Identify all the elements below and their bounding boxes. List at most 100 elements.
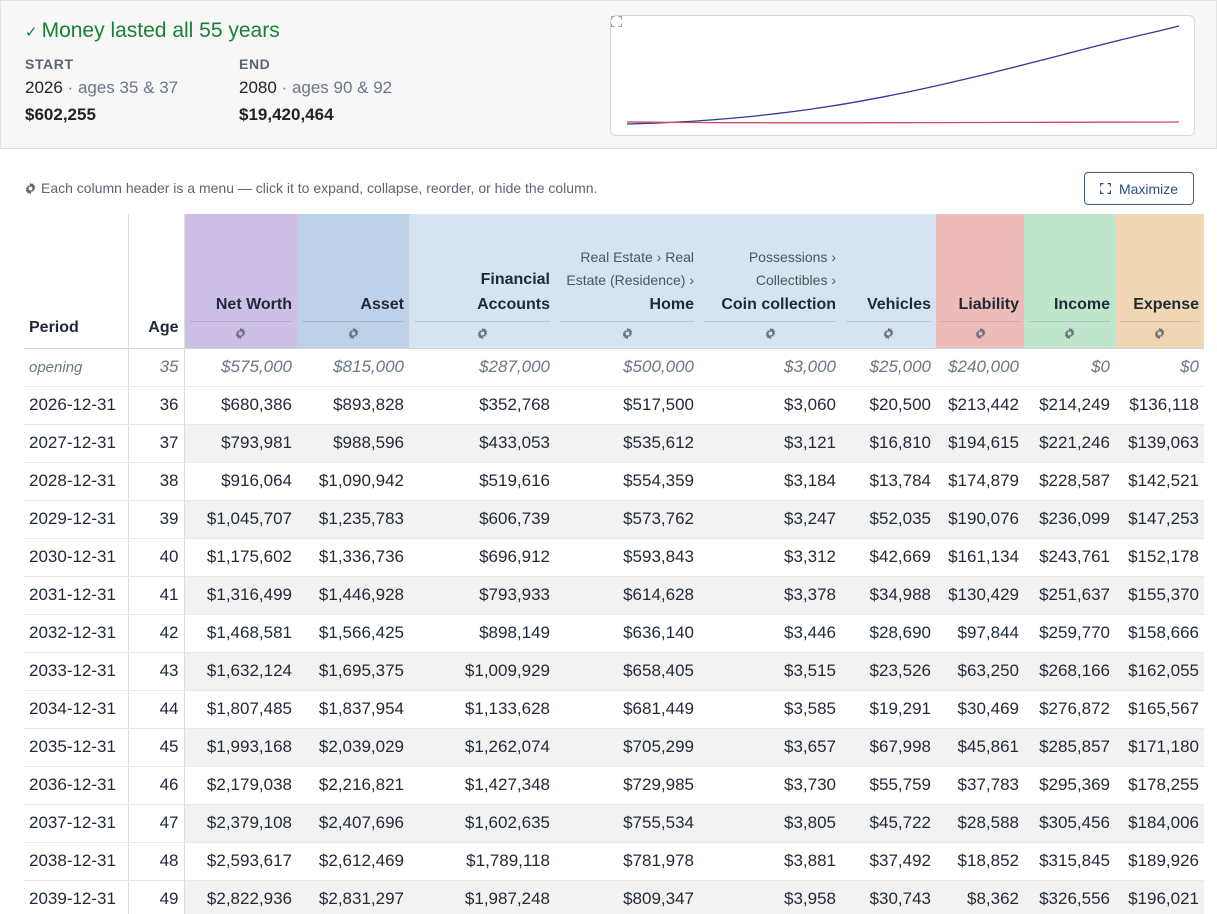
- gear-icon[interactable]: [1063, 327, 1076, 340]
- cell-income: $305,456: [1024, 804, 1115, 843]
- cell-period: 2026-12-31: [24, 386, 129, 425]
- column-header-home[interactable]: Real Estate › Real Estate (Residence) › H…: [555, 214, 699, 348]
- cell-vehicles: $34,988: [841, 576, 936, 615]
- cell-coin-collection: $3,657: [699, 728, 841, 767]
- cell-net-worth: $680,386: [184, 386, 297, 425]
- cell-coin-collection: $3,958: [699, 880, 841, 914]
- cell-period: 2028-12-31: [24, 462, 129, 501]
- maximize-button[interactable]: Maximize: [1084, 172, 1194, 205]
- table-row: 2027-12-31 37 $793,981 $988,596 $433,053 $535…: [24, 424, 1204, 463]
- cell-liability: $213,442: [936, 386, 1024, 425]
- cell-liability: $18,852: [936, 842, 1024, 881]
- end-value: $19,420,464: [239, 105, 334, 124]
- cell-home: $593,843: [555, 538, 699, 577]
- gear-icon[interactable]: [764, 327, 777, 340]
- cell-asset: $1,336,736: [297, 538, 409, 577]
- cell-home: $517,500: [555, 386, 699, 425]
- cell-asset: $1,566,425: [297, 614, 409, 653]
- cell-period: 2030-12-31: [24, 538, 129, 577]
- home-column-path: Real Estate › Real Estate (Residence) ›: [566, 248, 694, 288]
- cell-expense: $136,118: [1115, 386, 1204, 425]
- cell-asset: $815,000: [297, 347, 409, 387]
- table-row: 2030-12-31 40 $1,175,602 $1,336,736 $696,912…: [24, 538, 1204, 577]
- end-year-line: 2080 · ages 90 & 92: [239, 78, 393, 97]
- gear-icon[interactable]: [1153, 327, 1166, 340]
- cell-financial-accounts: $287,000: [409, 347, 555, 387]
- cell-net-worth: $1,175,602: [184, 538, 297, 577]
- sparkline-net-worth-line: [626, 25, 1180, 125]
- cell-net-worth: $2,379,108: [184, 804, 297, 843]
- expand-icon[interactable]: [611, 16, 622, 27]
- table-row: 2036-12-31 46 $2,179,038 $2,216,821 $1,427,3…: [24, 766, 1204, 805]
- cell-vehicles: $45,722: [841, 804, 936, 843]
- cell-expense: $142,521: [1115, 462, 1204, 501]
- cell-period: 2033-12-31: [24, 652, 129, 691]
- cell-income: $295,369: [1024, 766, 1115, 805]
- cell-financial-accounts: $898,149: [409, 614, 555, 653]
- cell-age: 40: [128, 538, 185, 577]
- column-header-income[interactable]: Income: [1024, 214, 1115, 348]
- table-row: 2038-12-31 48 $2,593,617 $2,612,469 $1,789,1…: [24, 842, 1204, 881]
- gear-icon[interactable]: [974, 327, 987, 340]
- column-header-period[interactable]: Period: [24, 214, 129, 348]
- start-year: 2026: [25, 78, 63, 97]
- cell-liability: $130,429: [936, 576, 1024, 615]
- summary-panel: ✓ Money lasted all 55 years START 2026 · …: [0, 0, 1217, 149]
- column-header-asset[interactable]: Asset: [297, 214, 409, 348]
- column-header-financial-accounts[interactable]: Financial Accounts: [409, 214, 555, 348]
- cell-home: $554,359: [555, 462, 699, 501]
- gear-icon[interactable]: [347, 327, 360, 340]
- cell-asset: $1,090,942: [297, 462, 409, 501]
- cell-liability: $8,362: [936, 880, 1024, 914]
- cell-age: 36: [128, 386, 185, 425]
- cell-expense: $139,063: [1115, 424, 1204, 463]
- gear-icon[interactable]: [476, 327, 489, 340]
- cell-vehicles: $30,743: [841, 880, 936, 914]
- gear-icon[interactable]: [234, 327, 247, 340]
- cell-income: $268,166: [1024, 652, 1115, 691]
- gear-icon[interactable]: [882, 327, 895, 340]
- cell-net-worth: $1,807,485: [184, 690, 297, 729]
- cell-asset: $2,216,821: [297, 766, 409, 805]
- cell-net-worth: $1,045,707: [184, 500, 297, 539]
- cell-liability: $37,783: [936, 766, 1024, 805]
- cell-income: $251,637: [1024, 576, 1115, 615]
- cell-income: $315,845: [1024, 842, 1115, 881]
- start-ages: ages 35 & 37: [77, 78, 179, 97]
- cell-asset: $2,612,469: [297, 842, 409, 881]
- column-header-vehicles[interactable]: Vehicles: [841, 214, 936, 348]
- status-headline: ✓ Money lasted all 55 years: [25, 19, 280, 43]
- maximize-label: Maximize: [1118, 180, 1179, 197]
- gear-icon[interactable]: [621, 327, 634, 340]
- start-year-line: 2026 · ages 35 & 37: [25, 78, 179, 97]
- column-header-expense[interactable]: Expense: [1115, 214, 1204, 348]
- table-row: 2032-12-31 42 $1,468,581 $1,566,425 $898,149…: [24, 614, 1204, 653]
- net-worth-sparkline[interactable]: [610, 15, 1195, 136]
- cell-liability: $240,000: [936, 347, 1024, 387]
- column-header-net-worth[interactable]: Net Worth: [184, 214, 297, 348]
- cell-home: $658,405: [555, 652, 699, 691]
- cell-financial-accounts: $793,933: [409, 576, 555, 615]
- table-row: 2034-12-31 44 $1,807,485 $1,837,954 $1,133,6…: [24, 690, 1204, 729]
- cell-coin-collection: $3,060: [699, 386, 841, 425]
- cell-period: 2039-12-31: [24, 880, 129, 914]
- column-header-coin-collection[interactable]: Possessions › Collectibles › Coin collect…: [699, 214, 841, 348]
- cell-asset: $893,828: [297, 386, 409, 425]
- table-row: 2039-12-31 49 $2,822,936 $2,831,297 $1,987,2…: [24, 880, 1204, 914]
- cell-liability: $30,469: [936, 690, 1024, 729]
- cell-expense: $165,567: [1115, 690, 1204, 729]
- cell-income: $285,857: [1024, 728, 1115, 767]
- table-row: 2035-12-31 45 $1,993,168 $2,039,029 $1,262,0…: [24, 728, 1204, 767]
- cell-age: 42: [128, 614, 185, 653]
- column-header-age[interactable]: Age: [128, 214, 185, 348]
- cell-liability: $174,879: [936, 462, 1024, 501]
- cell-home: $705,299: [555, 728, 699, 767]
- column-header-liability[interactable]: Liability: [936, 214, 1024, 348]
- cell-liability: $97,844: [936, 614, 1024, 653]
- cell-income: $0: [1024, 347, 1115, 387]
- cell-asset: $1,446,928: [297, 576, 409, 615]
- cell-coin-collection: $3,000: [699, 347, 841, 387]
- cell-asset: $2,407,696: [297, 804, 409, 843]
- cell-vehicles: $19,291: [841, 690, 936, 729]
- cell-net-worth: $2,593,617: [184, 842, 297, 881]
